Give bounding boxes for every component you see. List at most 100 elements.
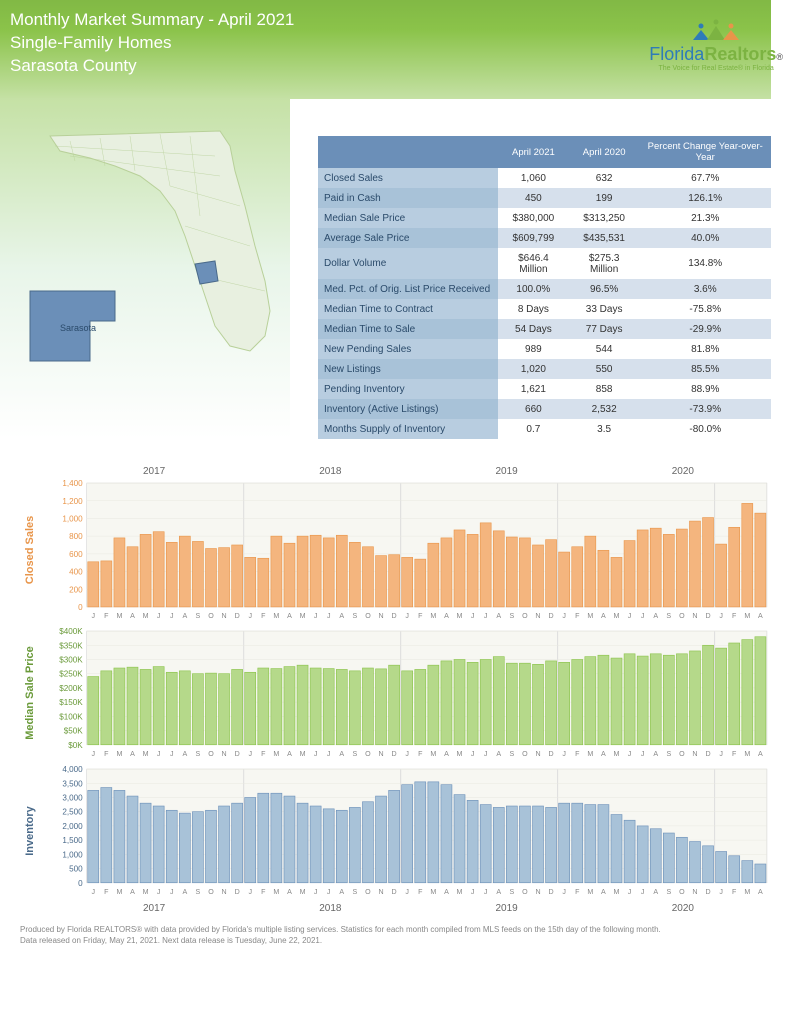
svg-text:N: N	[535, 888, 540, 896]
row-value: 8 Days	[498, 299, 569, 319]
svg-text:$250K: $250K	[59, 670, 83, 679]
svg-text:$150K: $150K	[59, 698, 83, 707]
row-value: 85.5%	[640, 359, 772, 379]
svg-text:$350K: $350K	[59, 641, 83, 650]
row-value: 134.8%	[640, 248, 772, 279]
svg-text:N: N	[692, 612, 697, 620]
table-row: New Pending Sales98954481.8%	[318, 339, 771, 359]
table-row: Paid in Cash450199126.1%	[318, 188, 771, 208]
row-value: 858	[569, 379, 640, 399]
svg-text:F: F	[732, 750, 737, 758]
svg-text:A: A	[444, 612, 449, 620]
charts-section: 2017201820192020 Closed Sales 0200400600…	[20, 466, 771, 914]
svg-text:1,200: 1,200	[62, 497, 83, 506]
svg-text:S: S	[196, 750, 201, 758]
svg-text:600: 600	[69, 550, 83, 559]
chart-y-label: Inventory	[20, 765, 40, 897]
row-value: 81.8%	[640, 339, 772, 359]
svg-text:0: 0	[78, 603, 83, 612]
svg-text:A: A	[287, 612, 292, 620]
row-value: 544	[569, 339, 640, 359]
row-label: Months Supply of Inventory	[318, 419, 498, 439]
svg-text:A: A	[653, 888, 658, 896]
footer-line-1: Produced by Florida REALTORS® with data …	[20, 924, 771, 935]
year-label: 2020	[595, 903, 771, 914]
table-row: Dollar Volume$646.4 Million$275.3 Millio…	[318, 248, 771, 279]
svg-text:$200K: $200K	[59, 684, 83, 693]
year-label: 2019	[419, 903, 595, 914]
svg-text:J: J	[314, 750, 318, 758]
row-label: Dollar Volume	[318, 248, 498, 279]
svg-text:J: J	[327, 750, 331, 758]
svg-text:1,400: 1,400	[62, 479, 83, 488]
svg-text:J: J	[92, 612, 96, 620]
svg-text:D: D	[392, 888, 397, 896]
svg-text:$100K: $100K	[59, 713, 83, 722]
row-value: 96.5%	[569, 279, 640, 299]
svg-text:1,000: 1,000	[62, 850, 83, 859]
svg-text:J: J	[405, 750, 409, 758]
row-value: 2,532	[569, 399, 640, 419]
svg-text:M: M	[744, 888, 750, 896]
svg-text:O: O	[365, 888, 371, 896]
svg-text:O: O	[679, 612, 685, 620]
svg-text:M: M	[744, 612, 750, 620]
svg-text:2,000: 2,000	[62, 822, 83, 831]
svg-text:J: J	[327, 888, 331, 896]
svg-text:O: O	[365, 612, 371, 620]
svg-text:F: F	[575, 888, 580, 896]
svg-text:N: N	[221, 750, 226, 758]
svg-text:2,500: 2,500	[62, 808, 83, 817]
row-value: 1,060	[498, 168, 569, 188]
svg-text:A: A	[339, 888, 344, 896]
svg-text:D: D	[706, 888, 711, 896]
svg-text:A: A	[339, 750, 344, 758]
table-row: New Listings1,02055085.5%	[318, 359, 771, 379]
svg-text:J: J	[248, 750, 252, 758]
row-value: -73.9%	[640, 399, 772, 419]
row-value: 126.1%	[640, 188, 772, 208]
svg-text:N: N	[535, 612, 540, 620]
svg-text:M: M	[457, 612, 463, 620]
svg-text:M: M	[143, 750, 149, 758]
row-value: 550	[569, 359, 640, 379]
svg-text:J: J	[91, 750, 95, 758]
svg-text:A: A	[287, 888, 292, 896]
svg-text:O: O	[522, 888, 528, 896]
svg-text:A: A	[653, 750, 658, 758]
svg-text:0: 0	[78, 879, 83, 888]
page-root: Monthly Market Summary - April 2021 Sing…	[0, 0, 791, 962]
svg-text:S: S	[196, 612, 201, 620]
row-label: Average Sale Price	[318, 228, 498, 248]
row-label: Inventory (Active Listings)	[318, 399, 498, 419]
county-inset-label: Sarasota	[60, 323, 96, 333]
svg-text:S: S	[509, 888, 514, 896]
svg-text:J: J	[248, 888, 252, 896]
svg-text:J: J	[628, 750, 632, 758]
footer: Produced by Florida REALTORS® with data …	[20, 924, 771, 946]
svg-text:J: J	[641, 888, 645, 896]
svg-text:D: D	[392, 750, 397, 758]
row-label: Med. Pct. of Orig. List Price Received	[318, 279, 498, 299]
svg-text:J: J	[405, 888, 409, 896]
svg-text:3,000: 3,000	[62, 794, 83, 803]
row-label: Paid in Cash	[318, 188, 498, 208]
row-value: $313,250	[569, 208, 640, 228]
table-header	[318, 136, 498, 168]
svg-text:F: F	[575, 750, 580, 758]
row-value: -80.0%	[640, 419, 772, 439]
svg-text:J: J	[327, 612, 331, 620]
chart-median-price: Median Sale Price $0K$50K$100K$150K$200K…	[20, 627, 771, 759]
svg-text:M: M	[116, 888, 122, 896]
svg-text:F: F	[261, 888, 266, 896]
svg-text:N: N	[378, 612, 383, 620]
row-value: 88.9%	[640, 379, 772, 399]
svg-text:N: N	[222, 612, 227, 620]
chart-y-label: Closed Sales	[20, 479, 40, 621]
row-value: 199	[569, 188, 640, 208]
svg-text:F: F	[261, 750, 266, 758]
svg-text:M: M	[457, 888, 463, 896]
row-value: 989	[498, 339, 569, 359]
svg-text:J: J	[562, 612, 566, 620]
row-value: $435,531	[569, 228, 640, 248]
